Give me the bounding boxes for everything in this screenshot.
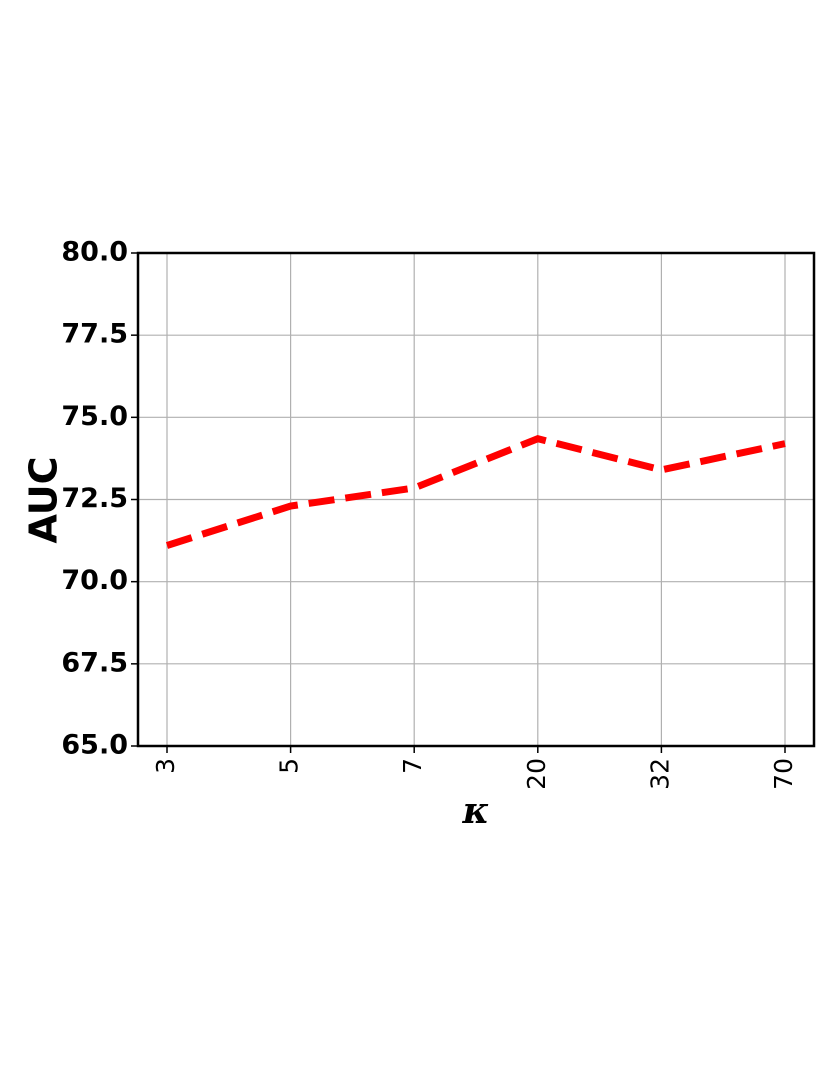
x-tick-label: 5 [275,758,304,774]
y-tick-label: 75.0 [61,401,128,432]
y-tick-label: 67.5 [61,647,128,678]
x-tick-label: 20 [522,758,551,790]
y-tick-label: 72.5 [61,483,128,514]
x-tick-label: 3 [151,758,180,774]
y-tick-label: 80.0 [61,237,128,268]
x-tick-label: 7 [398,758,427,774]
y-tick-label: 65.0 [61,730,128,761]
line-series [165,435,786,549]
y-axis-label: AUC [22,457,66,544]
y-tick-label: 77.5 [61,319,128,350]
x-axis-label: κ [462,790,490,832]
y-tick-label: 70.0 [61,565,128,596]
x-tick-label: 70 [769,758,798,790]
plot-frame [136,251,816,748]
x-tick-label: 32 [645,758,674,790]
